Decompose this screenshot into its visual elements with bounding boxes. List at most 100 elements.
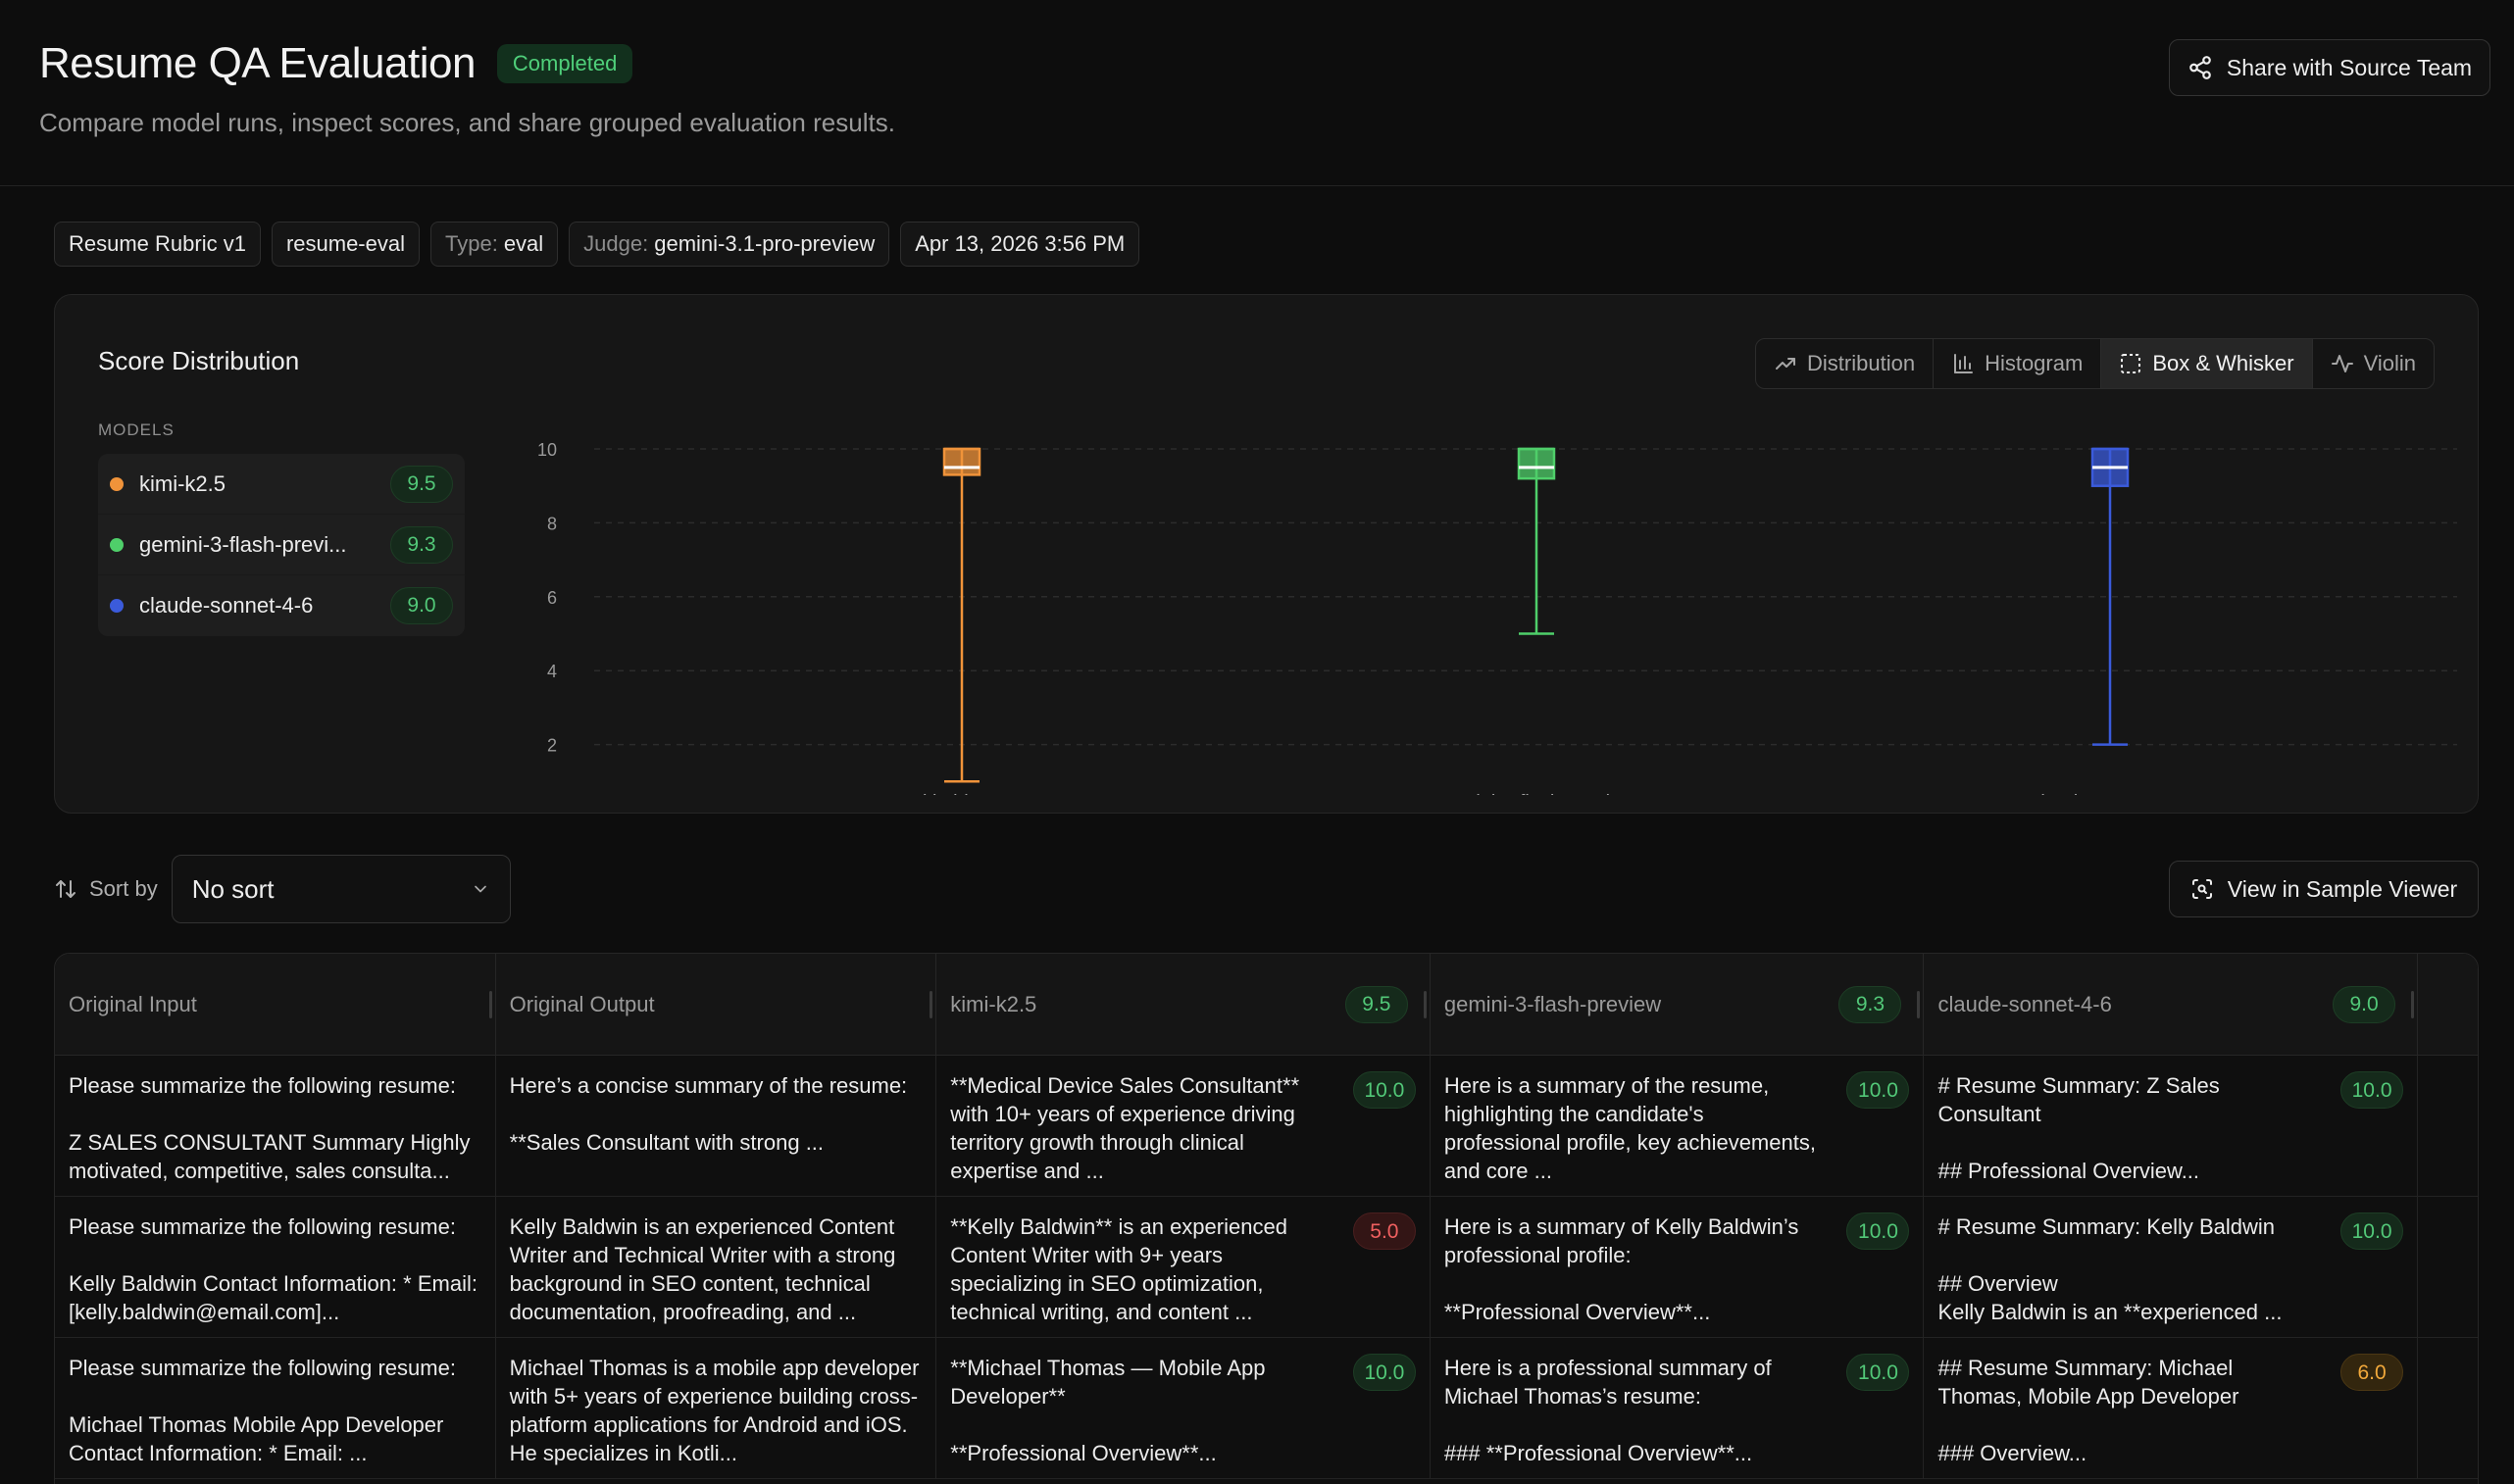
sort-by-text: Sort by xyxy=(89,876,158,901)
column-header-original-output[interactable]: Original Output xyxy=(496,954,937,1055)
column-header-gemini[interactable]: gemini-3-flash-preview 9.3 xyxy=(1431,954,1925,1055)
cell-score-badge: 10.0 xyxy=(1846,1354,1910,1391)
column-header-kimi[interactable]: kimi-k2.5 9.5 xyxy=(936,954,1431,1055)
tab-distribution[interactable]: Distribution xyxy=(1756,339,1935,388)
sort-select[interactable]: No sort xyxy=(171,855,511,923)
column-header-original-input[interactable]: Original Input xyxy=(55,954,496,1055)
tab-histogram-label: Histogram xyxy=(1985,351,2084,375)
sort-icon xyxy=(56,880,75,898)
cell-score-badge: 6.0 xyxy=(2340,1354,2404,1391)
tab-histogram[interactable]: Histogram xyxy=(1934,339,2102,388)
type-tag: Type: eval xyxy=(430,222,559,267)
trend-icon xyxy=(1776,358,1796,370)
rubric-tag: Resume Rubric v1 xyxy=(54,222,261,267)
tab-box-whisker[interactable]: Box & Whisker xyxy=(2101,339,2313,388)
table-row[interactable]: Please summarize the following resume: M… xyxy=(55,1338,2478,1479)
y-tick-label: 10 xyxy=(537,440,557,460)
share-with-source-team-button[interactable]: Share with Source Team xyxy=(2169,39,2490,96)
type-tag-key: Type: xyxy=(445,231,498,256)
page-header: Resume QA Evaluation Completed Compare m… xyxy=(0,0,2514,186)
model-score-badge: 9.0 xyxy=(390,587,453,624)
page-title: Resume QA Evaluation xyxy=(39,39,476,87)
model-item-claude[interactable]: claude-sonnet-4-6 9.0 xyxy=(98,575,465,636)
original-input-cell: Please summarize the following resume: Z… xyxy=(55,1056,496,1196)
model-color-dot xyxy=(110,537,124,552)
y-tick-label: 8 xyxy=(547,514,557,533)
sort-controls: Sort by No sort xyxy=(54,855,511,923)
rubric-tag-label: Resume Rubric v1 xyxy=(69,231,246,256)
model-name: claude-sonnet-4-6 xyxy=(139,593,314,618)
cell-text: Please summarize the following resume: K… xyxy=(69,1214,478,1324)
share-icon xyxy=(2189,56,2211,79)
table-header: Original Input Original Output kimi-k2.5… xyxy=(55,954,2478,1056)
cell-score-badge: 10.0 xyxy=(1352,1354,1416,1391)
cell-text: Here is a professional summary of Michae… xyxy=(1443,1356,1772,1465)
original-output-cell: Kelly Baldwin is an experienced Content … xyxy=(496,1197,937,1337)
type-tag-value: eval xyxy=(503,231,544,256)
cell-text: Kelly Baldwin is an experienced Content … xyxy=(509,1214,896,1324)
cell-text: Please summarize the following resume: Z… xyxy=(69,1073,471,1183)
model-color-dot xyxy=(110,476,124,491)
chart-title: Score Distribution xyxy=(98,346,300,375)
column-resize-handle[interactable] xyxy=(488,991,492,1018)
original-output-cell: Here’s a concise summary of the resume: … xyxy=(496,1056,937,1196)
column-resize-handle[interactable] xyxy=(930,991,933,1018)
column-header-label: claude-sonnet-4-6 xyxy=(1937,991,2112,1016)
gemini-cell: Here is a summary of the resume, highlig… xyxy=(1431,1056,1925,1196)
x-tick-label: claude-sonnet-4-6 xyxy=(2031,792,2188,795)
cell-score-badge: 10.0 xyxy=(1352,1071,1416,1109)
column-header-label: Original Output xyxy=(509,991,655,1016)
model-name: kimi-k2.5 xyxy=(139,470,226,496)
original-input-cell: Please summarize the following resume: M… xyxy=(55,1338,496,1478)
x-tick-label: gemini-3-flash-preview xyxy=(1437,792,1635,795)
claude-cell: ## Resume Summary: Michael Thomas, Mobil… xyxy=(1924,1338,2419,1478)
model-score-badge: 9.5 xyxy=(390,465,453,503)
cell-score-badge: 10.0 xyxy=(2340,1071,2404,1109)
claude-cell: # Resume Summary: Kelly Baldwin ## Overv… xyxy=(1924,1197,2419,1337)
judge-tag-key: Judge: xyxy=(583,231,649,256)
model-legend: kimi-k2.5 9.5 gemini-3-flash-previ... 9.… xyxy=(98,454,465,636)
bar-chart-icon xyxy=(1954,354,1974,373)
box xyxy=(942,447,981,476)
kimi-cell: **Kelly Baldwin** is an experienced Cont… xyxy=(936,1197,1431,1337)
kimi-cell: **Michael Thomas — Mobile App Developer*… xyxy=(936,1338,1431,1478)
column-resize-handle[interactable] xyxy=(1423,991,1427,1018)
tab-distribution-label: Distribution xyxy=(1807,351,1916,375)
model-item-gemini[interactable]: gemini-3-flash-previ... 9.3 xyxy=(98,515,465,575)
tab-violin[interactable]: Violin xyxy=(2313,339,2434,388)
cell-text: **Kelly Baldwin** is an experienced Cont… xyxy=(950,1214,1287,1324)
original-input-cell: Please summarize the following resume: K… xyxy=(55,1197,496,1337)
score-distribution-card: Score Distribution Distribution Histogra… xyxy=(54,294,2479,814)
dataset-tag-label: resume-eval xyxy=(285,231,405,256)
model-score-badge: 9.3 xyxy=(390,525,453,564)
dataset-tag: resume-eval xyxy=(271,222,420,267)
scan-search-icon xyxy=(2191,879,2212,899)
model-item-kimi[interactable]: kimi-k2.5 9.5 xyxy=(98,454,465,515)
table-row[interactable]: Please summarize the following resume: K… xyxy=(55,1197,2478,1338)
activity-icon xyxy=(2331,355,2353,372)
table-row[interactable]: Please summarize the following resume: Z… xyxy=(55,1056,2478,1197)
kimi-cell: **Medical Device Sales Consultant** with… xyxy=(936,1056,1431,1196)
column-resize-handle[interactable] xyxy=(2411,991,2415,1018)
cell-text: Please summarize the following resume: M… xyxy=(69,1356,456,1465)
gemini-cell: Here is a summary of Kelly Baldwin’s pro… xyxy=(1431,1197,1925,1337)
column-header-label: gemini-3-flash-preview xyxy=(1443,991,1662,1016)
title-row: Resume QA Evaluation Completed xyxy=(39,39,633,88)
cell-score-badge: 5.0 xyxy=(1352,1212,1416,1250)
view-in-sample-viewer-button[interactable]: View in Sample Viewer xyxy=(2169,861,2479,917)
column-header-label: kimi-k2.5 xyxy=(950,991,1037,1016)
column-header-claude[interactable]: claude-sonnet-4-6 9.0 xyxy=(1924,954,2419,1055)
y-tick-label: 6 xyxy=(547,588,557,608)
cell-score-badge: 10.0 xyxy=(2340,1212,2404,1250)
y-tick-label: 2 xyxy=(547,736,557,756)
column-resize-handle[interactable] xyxy=(1917,991,1921,1018)
tab-violin-label: Violin xyxy=(2363,351,2416,375)
cell-text: **Michael Thomas — Mobile App Developer*… xyxy=(950,1356,1266,1465)
cell-text: Michael Thomas is a mobile app developer… xyxy=(509,1356,920,1465)
sort-by-label: Sort by xyxy=(54,876,158,902)
row-spacer-cell xyxy=(2418,1338,2478,1478)
column-score-badge: 9.0 xyxy=(2333,985,2396,1023)
judge-tag: Judge: gemini-3.1-pro-preview xyxy=(569,222,890,267)
column-score-badge: 9.5 xyxy=(1344,985,1408,1023)
cell-score-badge: 10.0 xyxy=(1846,1212,1910,1250)
